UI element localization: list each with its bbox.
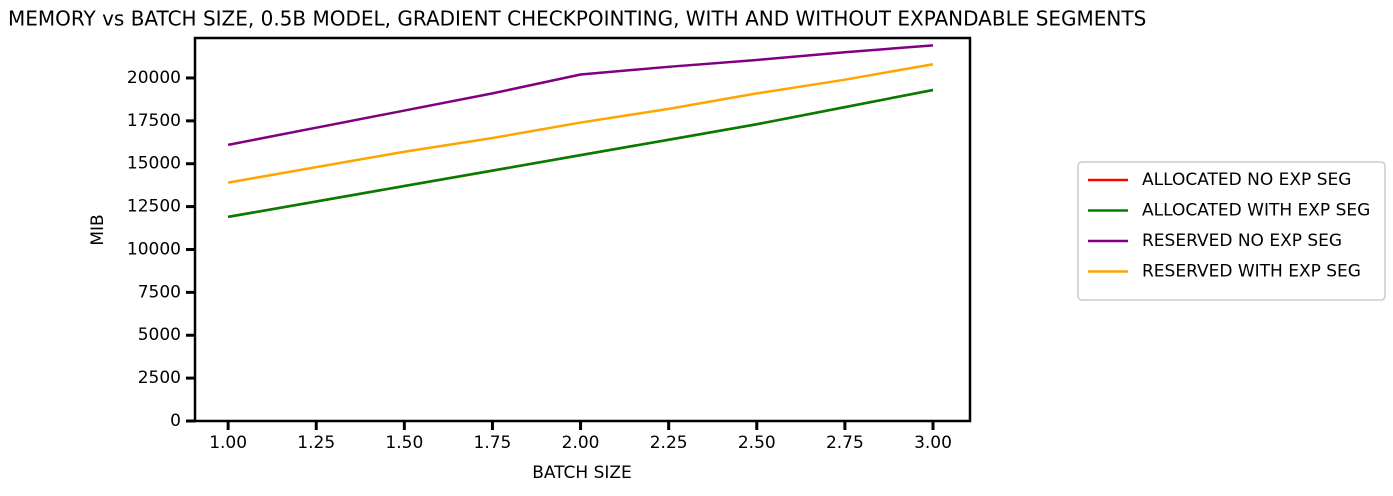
line [227, 63, 934, 184]
x-tick-label: 1.25 [297, 433, 335, 453]
y-tick-label: 2500 [138, 368, 181, 388]
y-tick-label: 20000 [127, 68, 181, 88]
y-tick-label: 0 [170, 411, 181, 431]
x-tick-label: 2.50 [738, 433, 776, 453]
legend-label: RESERVED WITH EXP SEG [1142, 262, 1361, 282]
x-axis-label: BATCH SIZE [532, 463, 632, 483]
x-tick-label: 2.00 [562, 433, 600, 453]
plot-frame [193, 36, 972, 423]
x-tick-label: 1.00 [209, 433, 247, 453]
x-tick-label: 1.75 [474, 433, 512, 453]
y-tick-label: 17500 [127, 111, 181, 131]
line [227, 88, 934, 219]
x-tick-label: 1.50 [385, 433, 423, 453]
legend-label: RESERVED NO EXP SEG [1142, 231, 1342, 251]
y-axis-label: MIB [88, 214, 108, 245]
y-tick-label: 7500 [138, 282, 181, 302]
y-tick-label: 12500 [127, 197, 181, 217]
x-tick-label: 3.00 [914, 433, 952, 453]
x-tick-label: 2.75 [826, 433, 864, 453]
legend-label: ALLOCATED WITH EXP SEG [1142, 201, 1370, 221]
line [227, 44, 934, 147]
y-tick-label: 15000 [127, 154, 181, 174]
legend-label: ALLOCATED NO EXP SEG [1142, 170, 1351, 190]
chart-title: MEMORY vs BATCH SIZE, 0.5B MODEL, GRADIE… [8, 7, 1146, 31]
legend-box [1077, 161, 1386, 301]
x-tick-label: 2.25 [650, 433, 688, 453]
y-tick-label: 10000 [127, 239, 181, 259]
y-tick-label: 5000 [138, 325, 181, 345]
